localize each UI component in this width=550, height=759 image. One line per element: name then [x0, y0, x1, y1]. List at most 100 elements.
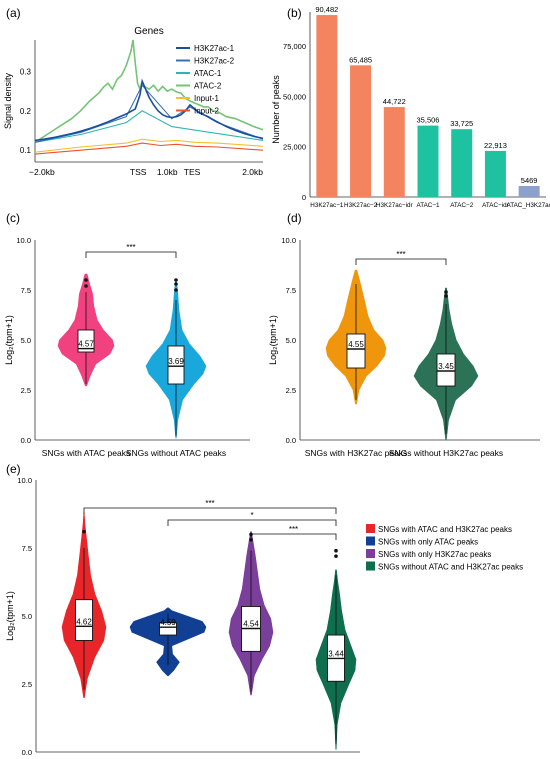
bar-value-label: 33,725	[450, 119, 473, 128]
median-label: 3.69	[168, 357, 184, 366]
outlier-point	[334, 554, 338, 558]
legend-label: SNGs with only H3K27ac peaks	[378, 550, 491, 559]
significance-label: ***	[289, 525, 298, 534]
x-tick-label: SNGs with H3K27ac peaks	[305, 448, 408, 458]
bar-value-label: 44,722	[383, 97, 406, 106]
legend-label: SNGs without ATAC and H3K27ac peaks	[378, 563, 523, 572]
y-tick-label: 2.5	[286, 386, 296, 395]
median-label: 4.54	[243, 620, 259, 629]
x-tick-label: 2.0kb	[242, 167, 263, 177]
legend-label: ATAC-2	[194, 82, 222, 91]
y-tick-label: 2.5	[22, 680, 32, 689]
legend-label: ATAC-1	[194, 69, 222, 78]
panel-label-b: (b)	[287, 6, 302, 20]
y-tick-label: 0	[302, 193, 306, 202]
legend-label: SNGs with ATAC and H3K27ac peaks	[378, 525, 512, 534]
x-tick-label: 1.0kb	[157, 167, 178, 177]
y-tick-label: 5.0	[21, 336, 31, 345]
bar	[417, 125, 439, 197]
panel-c: 0.0 2.5 5.0 7.5 10.0 Log₂(tpm+1) 4.57 3.69 *** SN…	[4, 236, 250, 458]
y-tick-label: 0.1	[20, 146, 32, 155]
box	[346, 333, 366, 369]
x-tick-label: SNGs without H3K27ac peaks	[389, 448, 503, 458]
outlier-point	[174, 278, 178, 282]
y-axis-label: Signal density	[3, 72, 13, 129]
outlier-point	[334, 548, 338, 553]
panel-label-d: (d)	[287, 211, 302, 225]
legend-swatch	[366, 536, 375, 546]
y-tick-label: 25,000	[283, 143, 306, 152]
panel-label-a: (a)	[6, 6, 21, 20]
series-line-input-2	[34, 142, 264, 155]
significance-bracket	[83, 507, 337, 514]
panel-label-e: (e)	[6, 462, 21, 476]
y-tick-label: 2.5	[21, 386, 31, 395]
y-tick-label: 0.0	[21, 436, 31, 445]
box	[167, 345, 185, 385]
y-tick-label: 0.0	[286, 436, 296, 445]
median-label: 3.44	[328, 649, 344, 658]
box	[75, 599, 93, 641]
y-tick-label: 7.5	[286, 286, 296, 295]
y-tick-label: 10.0	[17, 476, 32, 485]
x-tick-label: ATAC−idr	[482, 202, 509, 209]
y-tick-label: 50,000	[283, 92, 306, 101]
y-tick-label: 7.5	[22, 544, 32, 553]
x-tick-label: ATAC−2	[450, 202, 474, 209]
y-tick-label: 0.0	[22, 748, 32, 757]
box	[159, 622, 177, 636]
significance-bracket	[85, 251, 177, 258]
legend-swatch	[366, 524, 375, 533]
significance-label: *	[250, 511, 253, 520]
bar	[518, 186, 540, 197]
y-tick-label: 10.0	[16, 236, 31, 245]
y-tick-label: 0.3	[20, 67, 32, 76]
median-label: 4.57	[78, 340, 94, 349]
bar-value-label: 65,485	[349, 55, 372, 64]
significance-label: ***	[205, 499, 214, 508]
legend-swatch	[366, 561, 375, 571]
y-tick-label: 7.5	[21, 286, 31, 295]
significance-label: ***	[126, 243, 135, 252]
legend-label: Input-1	[194, 94, 219, 103]
bar-value-label: 5469	[521, 176, 538, 185]
x-tick-label: SNGs without ATAC peaks	[126, 448, 226, 458]
bar	[350, 65, 372, 197]
series-line-atac-1	[34, 110, 264, 143]
bar	[316, 15, 338, 197]
y-tick-label: 10.0	[281, 236, 296, 245]
bar-value-label: 90,482	[315, 5, 338, 14]
median-label: 4.55	[348, 340, 364, 349]
bar	[383, 107, 405, 197]
outlier-point	[444, 294, 448, 298]
bar-value-label: 22,913	[484, 141, 507, 150]
legend-label: SNGs with only ATAC peaks	[378, 538, 478, 547]
x-tick-label: H3K27ac−1	[310, 202, 344, 209]
panel-b: Number of peaks 0 25,000 50,000 75,000 90,482…	[271, 5, 550, 209]
bar	[451, 129, 473, 197]
x-tick-label: H3K27ac−2	[344, 202, 378, 209]
significance-bracket	[167, 519, 337, 526]
x-tick-label: TSS	[130, 167, 147, 177]
median-label: 4.62	[76, 617, 92, 626]
panel-e: 0.0 2.5 5.0 7.5 10.0 Log₂(tpm+1) 4.62 4.59 4.54 3…	[5, 476, 523, 757]
bar	[484, 150, 506, 197]
y-tick-label: 5.0	[22, 612, 32, 621]
x-tick-label: −2.0kb	[29, 167, 55, 177]
x-tick-label: ATAC−1	[416, 202, 440, 209]
legend-label: Input-2	[194, 107, 219, 116]
y-tick-label: 0.2	[20, 107, 32, 116]
significance-bracket	[355, 258, 447, 265]
chart-title: Genes	[134, 26, 163, 37]
x-tick-label: TES	[184, 167, 201, 177]
outlier-point	[84, 284, 88, 288]
outlier-point	[174, 282, 178, 286]
outlier-point	[174, 288, 178, 292]
median-label: 4.59	[160, 618, 176, 627]
series-line-h3k27ac-1	[34, 78, 264, 142]
legend-label: H3K27ac-2	[194, 57, 235, 66]
x-tick-label: SNGs with ATAC peaks	[42, 448, 131, 458]
legend-swatch	[366, 549, 375, 558]
y-axis-label: Log₂(tpm+1)	[268, 315, 278, 365]
outlier-point	[82, 529, 86, 534]
